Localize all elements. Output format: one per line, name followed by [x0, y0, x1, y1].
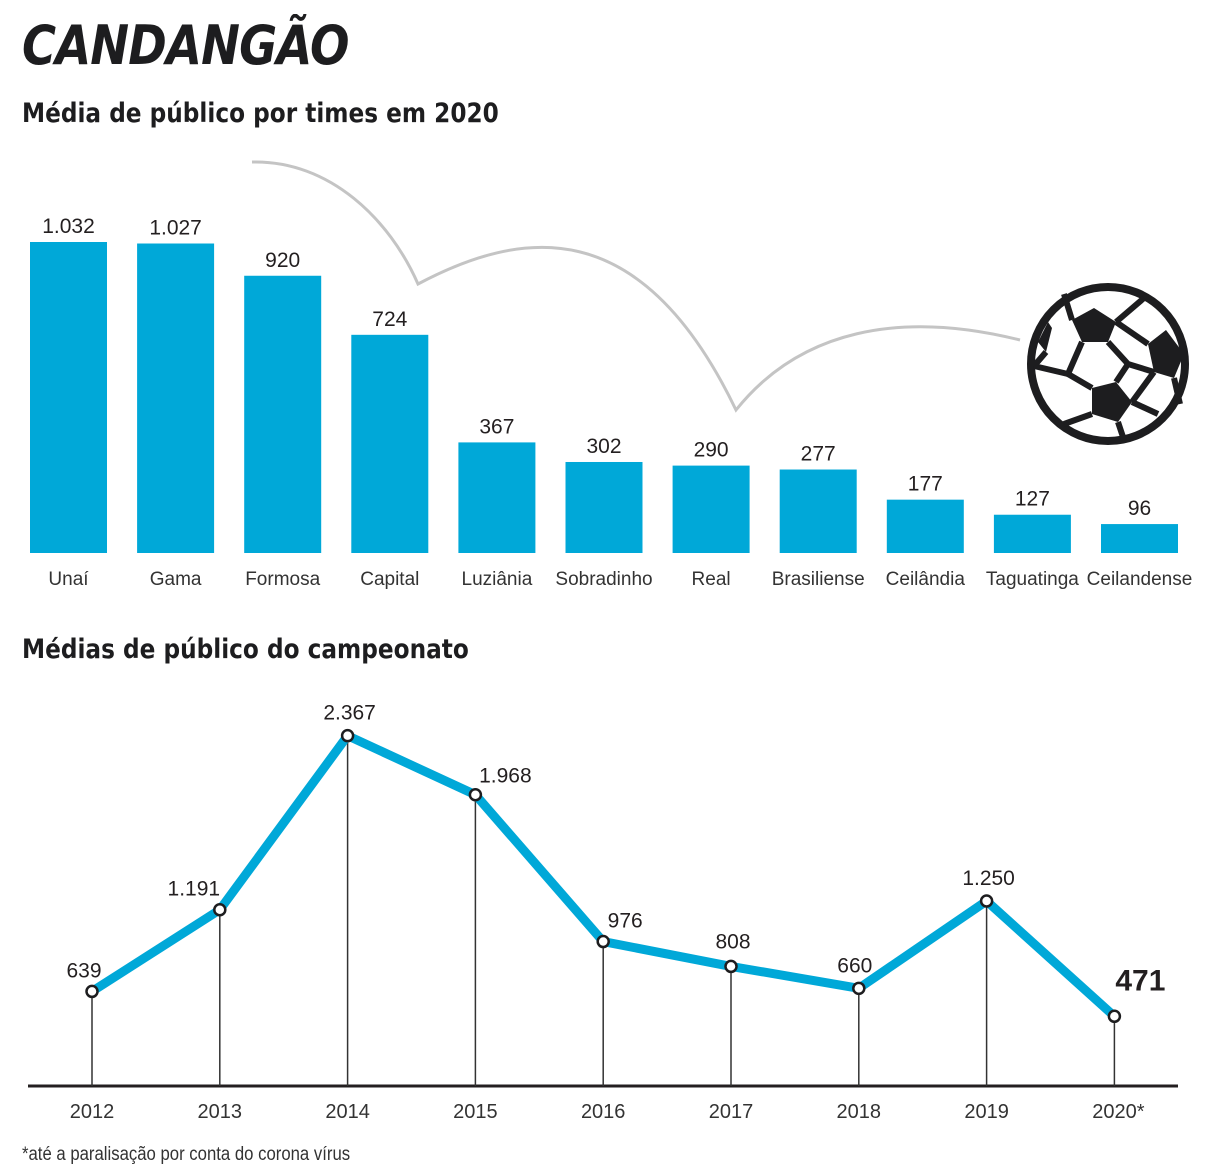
bar	[1101, 524, 1178, 553]
soccer-ball-icon	[1027, 283, 1189, 445]
x-tick-label: 2014	[325, 1101, 370, 1123]
bar-category-label: Luziânia	[462, 569, 533, 590]
line-chart-title: Médias de público do campeonato	[22, 634, 469, 665]
bar	[993, 514, 1071, 553]
bar	[458, 442, 536, 553]
point-value-label: 639	[66, 959, 101, 982]
point-value-label: 2.367	[323, 702, 376, 725]
data-point	[340, 728, 355, 743]
data-point	[1107, 1009, 1122, 1024]
bar	[779, 469, 857, 553]
bar-category-label: Sobradinho	[555, 569, 652, 590]
bar	[672, 465, 750, 553]
bar	[30, 242, 107, 553]
data-point	[979, 894, 994, 908]
bar-value-label: 96	[1128, 497, 1151, 520]
bar-value-label: 367	[479, 415, 514, 438]
point-value-label: 471	[1115, 964, 1165, 997]
bar-category-label: Real	[692, 569, 731, 590]
bar-value-label: 302	[586, 435, 621, 458]
point-value-label: 1.191	[168, 878, 221, 901]
data-point	[724, 959, 738, 974]
bar-category-label: Ceilândia	[886, 569, 966, 590]
point-value-label: 1.968	[479, 765, 532, 788]
x-tick-label: 2019	[964, 1101, 1009, 1123]
x-tick-label: 2015	[453, 1101, 498, 1123]
bar-category-label: Gama	[150, 569, 202, 590]
bar-value-label: 920	[265, 249, 300, 272]
bar-value-label: 127	[1015, 488, 1050, 511]
data-point	[852, 981, 866, 996]
bar-category-label: Formosa	[245, 569, 320, 590]
bar	[351, 334, 429, 553]
bar-value-label: 724	[372, 308, 407, 331]
data-point	[468, 787, 483, 802]
bar	[244, 275, 322, 553]
point-value-label: 976	[608, 910, 643, 933]
bar-value-label: 1.027	[149, 217, 202, 240]
bar-category-label: Capital	[360, 569, 419, 590]
bar-category-label: Taguatinga	[986, 569, 1079, 590]
bar	[137, 243, 215, 554]
bar-category-label: Unaí	[48, 569, 89, 590]
bar-value-label: 277	[801, 443, 836, 466]
bar-category-label: Ceilandense	[1087, 569, 1193, 590]
bar	[886, 499, 964, 553]
point-value-label: 660	[837, 954, 872, 977]
bar-value-label: 290	[694, 439, 729, 462]
bar-chart-title: Média de público por times em 2020	[22, 98, 499, 129]
data-point	[85, 984, 99, 999]
bar-category-label: Brasiliense	[772, 569, 865, 590]
x-tick-label: 2020*	[1092, 1101, 1144, 1123]
point-value-label: 1.250	[962, 867, 1015, 890]
x-tick-label: 2016	[581, 1101, 626, 1123]
x-tick-label: 2013	[198, 1101, 243, 1123]
x-tick-label: 2012	[70, 1101, 115, 1123]
data-point	[213, 902, 227, 917]
point-value-label: 808	[715, 930, 750, 953]
page-title: CANDANGÃO	[22, 14, 349, 77]
bar	[565, 461, 643, 553]
footnote: *até a paralisação por conta do corona v…	[22, 1144, 351, 1165]
bar-chart: 1.032 Unaí 1.027 Gama 920 Formosa 724 Capital 36…	[30, 160, 1193, 590]
x-tick-label: 2018	[837, 1101, 882, 1123]
bar-value-label: 177	[908, 473, 943, 496]
data-point	[596, 934, 610, 949]
bounce-trajectory-line	[251, 160, 1021, 413]
x-tick-label: 2017	[709, 1101, 754, 1123]
bar-value-label: 1.032	[42, 215, 95, 238]
line-chart: 639 2012 1.191 2013 2.367 2014 1.968 2015 976 201…	[28, 702, 1178, 1123]
